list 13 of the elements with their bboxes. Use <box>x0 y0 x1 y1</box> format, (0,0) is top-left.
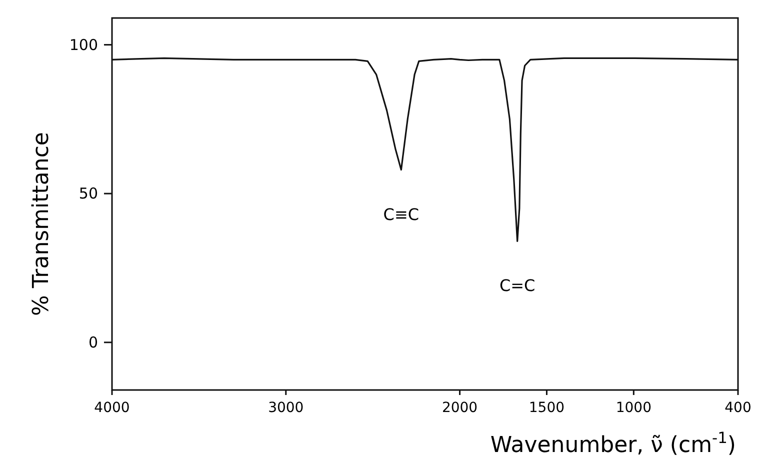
x-tick-label: 400 <box>724 400 752 416</box>
x-tick-label: 2000 <box>442 400 478 416</box>
x-tick-label: 1000 <box>616 400 652 416</box>
annotation: C=C <box>499 276 536 296</box>
x-tick-label: 1500 <box>528 400 565 416</box>
y-tick-label: 100 <box>69 36 98 54</box>
y-tick-label: 50 <box>78 184 98 203</box>
x-tick-label: 3000 <box>268 400 304 416</box>
y-tick-label: 0 <box>88 333 98 352</box>
annotation: C≡C <box>383 204 420 224</box>
x-tick-label: 4000 <box>94 400 130 416</box>
y-axis-title: % Transmittance <box>29 132 54 316</box>
x-axis-title: Wavenumber, ν̃ (cm$^{-1}$) <box>490 429 736 458</box>
